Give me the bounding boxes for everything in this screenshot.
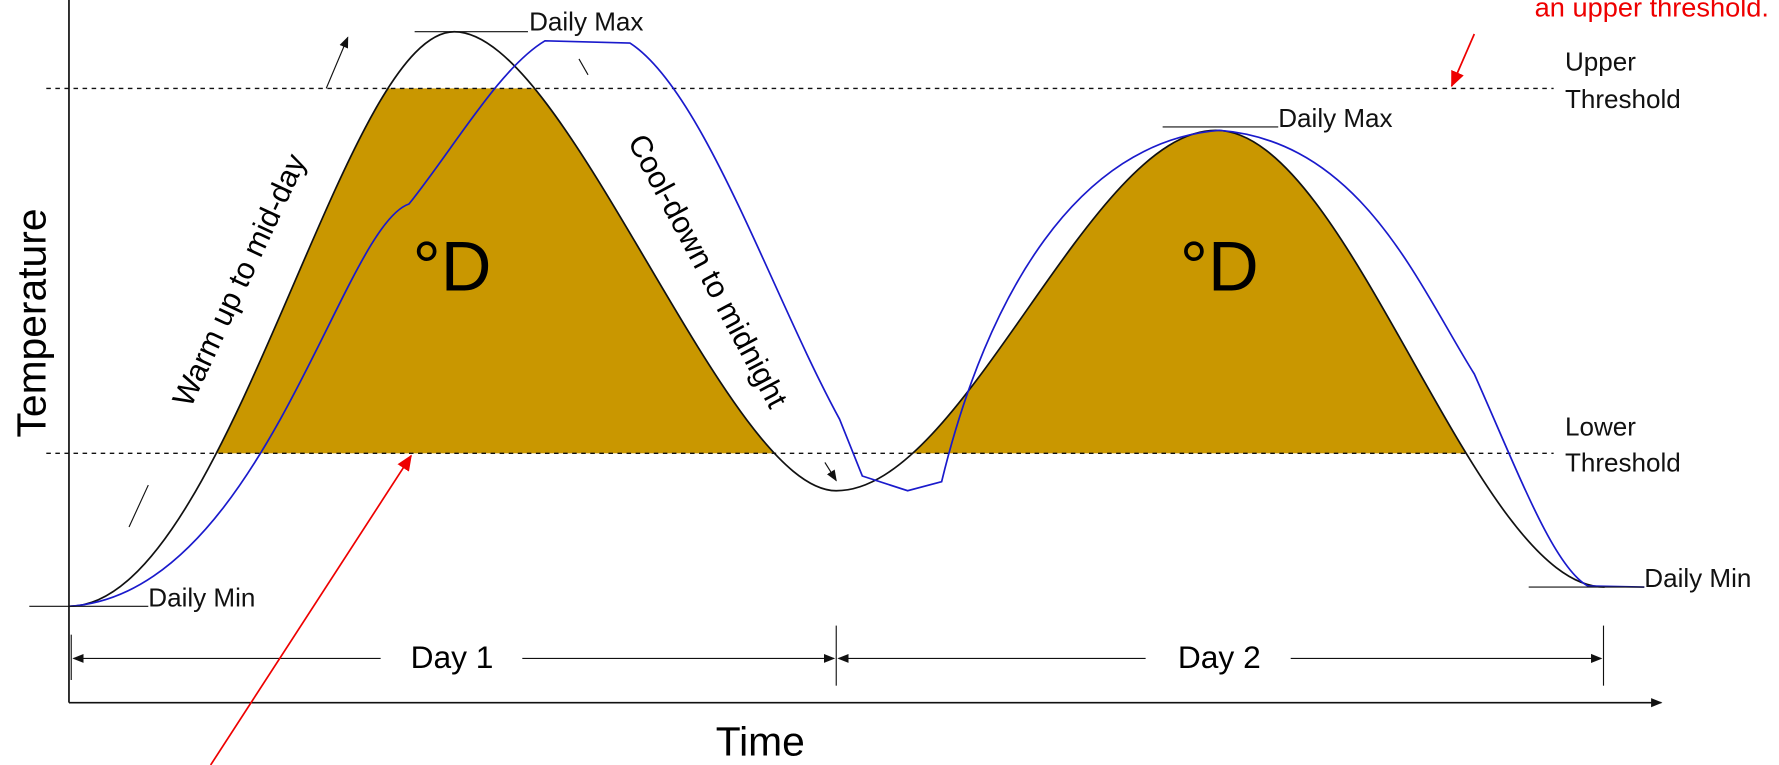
lower-threshold-label: Lower (1565, 411, 1636, 441)
daily-min-label: Daily Min (148, 582, 255, 612)
cool-arrow (824, 462, 837, 482)
lower-threshold-label: Threshold (1565, 448, 1681, 478)
annotation-arrow (1450, 33, 1476, 88)
annotation: an upper threshold. (1535, 0, 1769, 22)
warm-arrow (325, 36, 349, 89)
day-label: Day 1 (411, 639, 494, 675)
degree-day-symbol: °D (413, 227, 492, 306)
day-label: Day 2 (1178, 639, 1261, 675)
upper-threshold-label: Upper (1565, 46, 1636, 76)
daily-min-label: Daily Min (1644, 563, 1751, 593)
sine-curve (68, 30, 1605, 608)
degree-day-symbol: °D (1180, 227, 1259, 306)
daily-max-label: Daily Max (529, 7, 643, 37)
daily-max-label: Daily Max (1278, 103, 1392, 133)
annotation-arrow (209, 454, 412, 765)
y-axis-label: Temperature (9, 208, 55, 437)
warm-arrow-tail (128, 484, 149, 528)
x-axis-label: Time (716, 718, 805, 764)
upper-threshold-label: Threshold (1565, 84, 1681, 114)
cool-arrow-tail (578, 58, 589, 76)
actual-temperature-curve (68, 39, 1645, 608)
